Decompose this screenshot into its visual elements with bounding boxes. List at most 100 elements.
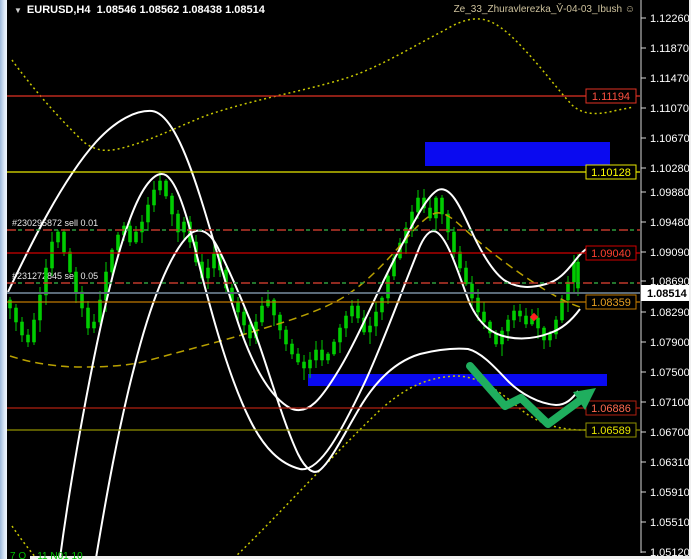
axis-tick-label: 1.05910 xyxy=(650,487,690,499)
candle-body xyxy=(140,221,144,233)
candle-body xyxy=(176,213,180,233)
envelope-lower-dotted-line xyxy=(233,375,626,559)
level-label-box-1.09040[interactable] xyxy=(585,245,637,261)
axis-tick-label: 1.11070 xyxy=(650,103,689,115)
candle-body xyxy=(242,311,246,326)
candle-body xyxy=(260,305,264,323)
candle-body xyxy=(146,204,150,223)
bollinger-band-lower-outer xyxy=(95,229,579,559)
candle-body xyxy=(326,353,330,361)
candle-body xyxy=(302,361,306,369)
candle-body xyxy=(416,197,420,213)
level-label-1.09040: 1.09040 xyxy=(591,248,631,260)
candle-body xyxy=(524,315,528,325)
supply-zone-rect[interactable] xyxy=(425,142,610,166)
candle-body xyxy=(368,325,372,333)
candle-body xyxy=(98,299,102,323)
axis-tick-label: 1.07500 xyxy=(650,367,690,379)
candle-body xyxy=(320,349,324,361)
candle-body xyxy=(170,195,174,215)
candle-body xyxy=(410,211,414,229)
candle-body xyxy=(338,327,342,343)
candle-body xyxy=(518,310,522,317)
moving-average-dashed-line xyxy=(9,212,581,368)
candle-body xyxy=(434,197,438,219)
candle-body xyxy=(14,307,18,323)
candle-body xyxy=(296,353,300,363)
candle-body xyxy=(566,281,570,301)
axis-tick-label: 1.10280 xyxy=(650,163,690,175)
candle-body xyxy=(272,299,276,316)
envelope-lower-dotted-line xyxy=(11,525,37,559)
candle-body xyxy=(56,231,60,243)
candle-body xyxy=(182,221,186,233)
trend-arrow-head-icon[interactable] xyxy=(573,388,596,410)
candle-body xyxy=(86,307,90,329)
chart-title: ▼ EURUSD,H4 1.08546 1.08562 1.08438 1.085… xyxy=(14,4,265,16)
level-label-box-1.11194[interactable] xyxy=(585,88,637,104)
candle-body xyxy=(548,333,552,341)
window-bottom-border xyxy=(30,556,691,559)
level-label-1.06886: 1.06886 xyxy=(591,403,631,415)
candle-body xyxy=(290,343,294,355)
candle-body xyxy=(236,301,240,313)
candle-body xyxy=(68,251,72,273)
candle-body xyxy=(506,319,510,332)
candle-body xyxy=(386,275,390,299)
demand-zone-rect[interactable] xyxy=(308,374,607,386)
candle-body xyxy=(512,310,516,321)
candle-body xyxy=(374,311,378,327)
level-label-1.11194: 1.11194 xyxy=(592,91,630,103)
candle-body xyxy=(464,267,468,285)
trend-arrow[interactable] xyxy=(466,362,590,428)
candle-body xyxy=(164,180,168,197)
axis-tick-label: 1.09480 xyxy=(650,217,690,229)
axis-tick-label: 1.05510 xyxy=(650,517,690,529)
current-price-box xyxy=(641,285,691,301)
candle-body xyxy=(500,330,504,345)
bollinger-band-inner xyxy=(59,173,581,559)
candle-body xyxy=(26,334,30,343)
level-label-box-1.08359[interactable] xyxy=(585,294,637,310)
axis-tick-label: 1.11870 xyxy=(650,43,689,55)
axis-tick-label: 1.12260 xyxy=(650,13,690,25)
candle-body xyxy=(428,207,432,219)
time-axis-fragment: 7 O 11 N01 10 xyxy=(10,551,83,559)
candle-body xyxy=(152,189,156,206)
sell-marker-icon xyxy=(529,312,539,322)
price-axis[interactable] xyxy=(640,0,691,559)
current-price-value: 1.08514 xyxy=(647,288,688,300)
level-label-box-1.06589[interactable] xyxy=(585,422,637,438)
candle-body xyxy=(554,319,558,335)
candle-body xyxy=(446,213,450,233)
candle-body xyxy=(476,297,480,313)
candle-body xyxy=(20,321,24,336)
symbol-dropdown-icon[interactable]: ▼ xyxy=(14,6,22,15)
candle-body xyxy=(206,267,210,279)
level-label-1.06589: 1.06589 xyxy=(591,425,631,437)
candle-body xyxy=(440,197,444,215)
candle-body xyxy=(248,324,252,339)
candle-body xyxy=(62,231,66,253)
candle-body xyxy=(560,299,564,321)
candle-body xyxy=(74,271,78,293)
axis-tick-label: 1.07100 xyxy=(650,397,690,409)
level-label-1.10128: 1.10128 xyxy=(591,167,631,179)
level-label-box-1.10128[interactable] xyxy=(585,164,637,180)
axis-tick-label: 1.06310 xyxy=(650,457,690,469)
candle-body xyxy=(284,329,288,345)
indicator-name-label: Ze_33_Zhuravlerezka_V̌-04-03_Ibush ☺ xyxy=(453,4,635,15)
axis-tick-label: 1.09090 xyxy=(650,247,690,259)
candle-body xyxy=(470,283,474,299)
candle-body xyxy=(380,297,384,313)
candle-body xyxy=(80,291,84,309)
symbol-period-label: EURUSD,H4 xyxy=(26,4,91,16)
candle-body xyxy=(536,317,540,329)
candle-body xyxy=(38,294,42,321)
axis-tick-label: 1.11470 xyxy=(650,73,689,85)
candle-body xyxy=(110,249,114,273)
candle-body xyxy=(158,180,162,191)
order-label-1: #231272845 sell 0.05 xyxy=(12,271,98,281)
